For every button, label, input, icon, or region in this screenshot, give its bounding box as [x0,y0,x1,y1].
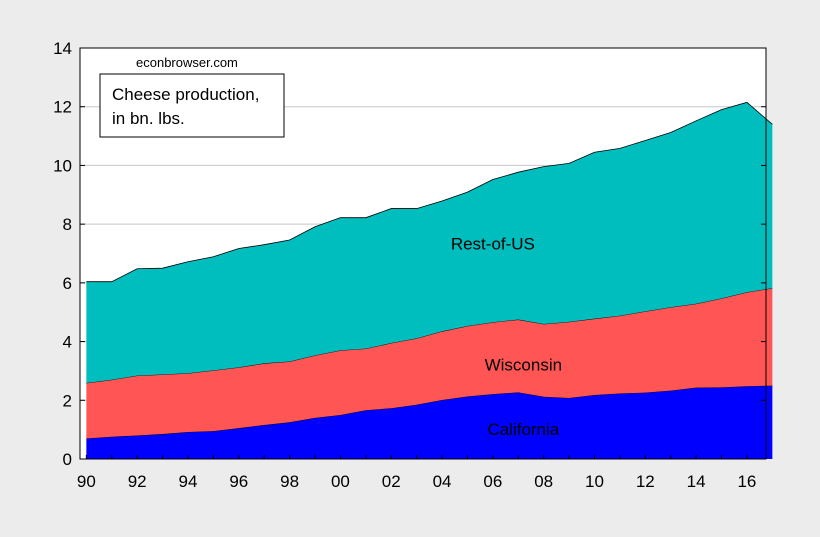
area-series-layer [86,101,773,459]
x-tick-label: 96 [229,472,248,491]
x-axis-ticks: 90 92 94 96 98 00 02 04 06 08 10 12 14 16 [77,455,756,491]
y-tick-label: 10 [53,156,72,175]
y-tick-label: 4 [63,333,72,352]
area-california [86,385,773,459]
x-tick-label: 90 [77,472,96,491]
x-tick-label: 16 [737,472,756,491]
annotation-box: Cheese production, in bn. lbs. [99,73,285,138]
annotation-title-line1: Cheese production, [112,85,259,104]
x-tick-label: 02 [382,472,401,491]
source-label: econbrowser.com [136,55,238,70]
y-tick-label: 8 [63,215,72,234]
x-tick-label: 00 [331,472,350,491]
y-tick-label: 0 [63,450,72,469]
area-rest-of-us [86,102,773,383]
x-tick-label: 12 [636,472,655,491]
y-tick-label: 6 [63,274,72,293]
series-label-california: California [487,420,559,439]
annotation-frame [99,73,285,138]
x-tick-label: 08 [534,472,553,491]
x-tick-label: 92 [128,472,147,491]
x-tick-label: 06 [483,472,502,491]
plot-frame [79,47,767,460]
y-tick-label: 2 [63,391,72,410]
series-label-rest-of-us: Rest-of-US [451,235,535,254]
x-tick-label: 04 [433,472,452,491]
y-tick-label: 14 [53,39,72,58]
x-tick-label: 94 [179,472,198,491]
area-edge-rest-of-us [86,101,773,283]
y-axis-ticks: 0 2 4 6 8 10 12 14 [53,39,766,469]
y-tick-label: 12 [53,98,72,117]
annotation-title-line2: in bn. lbs. [112,109,185,128]
x-tick-label: 98 [280,472,299,491]
series-label-wisconsin: Wisconsin [485,356,562,375]
x-tick-label: 10 [585,472,604,491]
series-labels: California Wisconsin Rest-of-US [451,235,562,439]
area-wisconsin [86,288,773,439]
x-tick-label: 14 [687,472,706,491]
